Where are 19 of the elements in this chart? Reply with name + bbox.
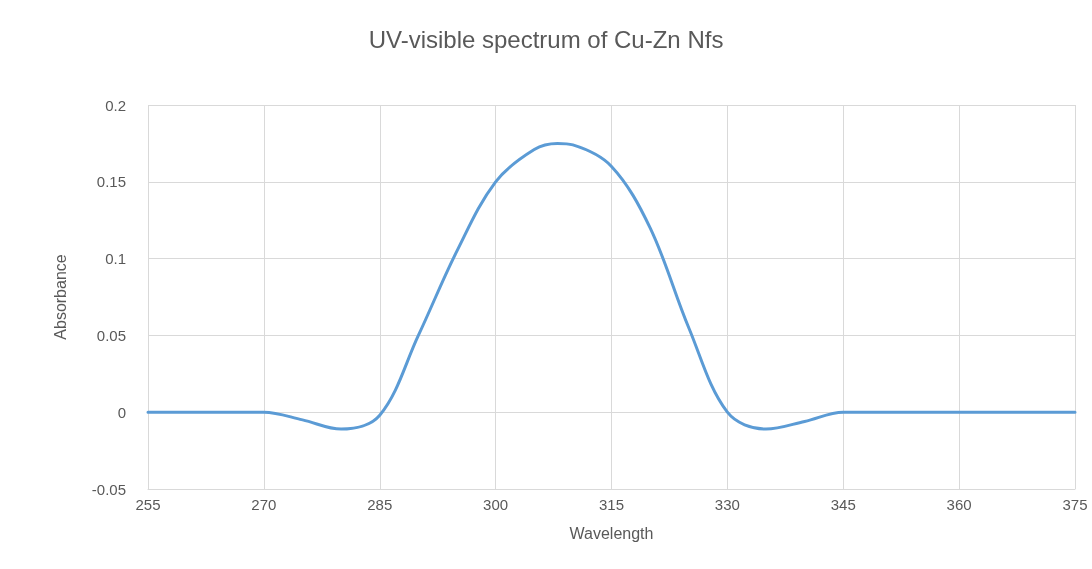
y-axis-title: Absorbance [51, 254, 69, 340]
y-tick-label: 0.1 [105, 250, 126, 268]
line-series [146, 141, 1077, 431]
y-tick-label: 0 [117, 403, 126, 421]
y-tick-label: 0.2 [105, 96, 126, 114]
x-tick-label: 315 [598, 496, 625, 513]
y-tick-label: -0.05 [91, 480, 126, 498]
y-tick-label: 0.05 [96, 326, 126, 344]
x-tick-label: 375 [1062, 496, 1088, 513]
x-tick-label: 300 [483, 496, 509, 513]
chart-title: UV-visible spectrum of Cu-Zn Nfs [368, 25, 724, 53]
x-tick-label: 345 [830, 496, 856, 513]
x-tick-label: 360 [946, 496, 972, 513]
x-tick-label: 270 [251, 496, 277, 513]
x-tick-label: 255 [135, 496, 161, 513]
x-axis-title: Wavelength [569, 524, 654, 542]
y-tick-label: 0.15 [96, 173, 126, 191]
x-tick-label: 330 [714, 496, 740, 513]
x-tick-label: 285 [367, 496, 393, 513]
